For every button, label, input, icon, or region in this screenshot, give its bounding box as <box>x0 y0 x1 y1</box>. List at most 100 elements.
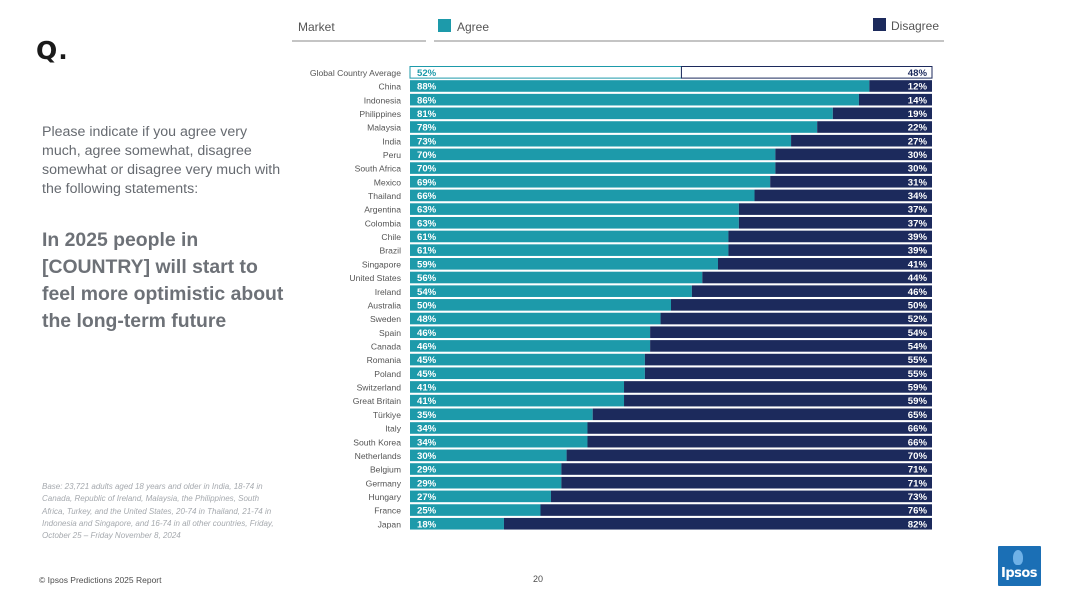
value-label-agree: 27% <box>417 492 437 503</box>
bar-agree <box>410 299 671 311</box>
bar-disagree <box>660 312 932 325</box>
bar-disagree <box>587 422 932 434</box>
category-label: Japan <box>378 519 402 529</box>
bar-disagree <box>770 175 932 188</box>
bar-disagree <box>561 476 932 489</box>
value-label-disagree: 48% <box>908 68 928 79</box>
category-label: Colombia <box>365 218 402 228</box>
ipsos-logo: Ipsos <box>998 546 1041 586</box>
value-label-agree: 45% <box>417 355 437 366</box>
category-label: Canada <box>371 342 401 352</box>
bar-disagree <box>858 93 932 106</box>
bar-disagree <box>650 326 932 339</box>
value-label-disagree: 37% <box>908 218 928 229</box>
value-label-disagree: 41% <box>908 259 928 270</box>
value-label-agree: 88% <box>417 82 437 93</box>
value-label-disagree: 39% <box>908 232 928 243</box>
bar-disagree <box>728 244 932 256</box>
value-label-agree: 45% <box>417 369 437 380</box>
value-label-disagree: 59% <box>908 383 928 394</box>
category-label: Belgium <box>370 465 401 475</box>
category-label: Malaysia <box>367 123 401 133</box>
value-label-agree: 29% <box>417 465 437 476</box>
value-label-disagree: 71% <box>908 465 928 476</box>
category-label: Poland <box>374 369 401 379</box>
category-label: Argentina <box>364 205 401 215</box>
category-label: Romania <box>367 355 402 365</box>
category-label: Great Britain <box>353 396 401 406</box>
bar-agree <box>410 381 625 393</box>
value-label-disagree: 76% <box>908 506 928 517</box>
category-label: Australia <box>368 300 402 310</box>
category-label: Mexico <box>374 177 401 187</box>
bar-disagree <box>691 285 932 297</box>
value-label-agree: 70% <box>417 164 437 175</box>
category-label: Chile <box>381 232 401 242</box>
category-label: Peru <box>383 150 401 160</box>
legend-disagree-swatch <box>873 18 886 31</box>
footer-copyright: © Ipsos Predictions 2025 Report <box>39 575 162 585</box>
bar-agree <box>410 285 692 297</box>
category-label: South Africa <box>355 164 402 174</box>
bar-agree <box>410 93 859 106</box>
category-label: Hungary <box>369 492 402 502</box>
bar-agree <box>410 107 833 120</box>
bar-agree <box>410 449 567 462</box>
bar-disagree <box>592 408 932 421</box>
value-label-agree: 56% <box>417 273 437 284</box>
value-label-disagree: 54% <box>908 328 928 339</box>
category-label: South Korea <box>353 437 401 447</box>
value-label-disagree: 30% <box>908 150 928 161</box>
bar-disagree <box>869 80 932 92</box>
value-label-agree: 35% <box>417 410 437 421</box>
value-label-agree: 81% <box>417 109 437 120</box>
bar-agree <box>410 312 661 325</box>
bar-agree <box>410 189 755 202</box>
bar-disagree <box>587 435 932 448</box>
base-note: Base: 23,721 adults aged 18 years and ol… <box>42 482 274 541</box>
bar-disagree <box>561 463 932 475</box>
bar-agree <box>410 394 625 407</box>
value-label-agree: 54% <box>417 287 437 298</box>
bar-agree <box>410 203 739 215</box>
bar-agree <box>410 216 739 229</box>
value-label-disagree: 39% <box>908 246 928 257</box>
bar-agree <box>410 504 541 516</box>
category-label: Italy <box>385 424 401 434</box>
bar-agree <box>410 422 588 434</box>
value-label-agree: 59% <box>417 259 437 270</box>
value-label-agree: 34% <box>417 437 437 448</box>
value-label-disagree: 54% <box>908 342 928 353</box>
category-label: Indonesia <box>364 95 401 105</box>
category-label: Sweden <box>370 314 401 324</box>
value-label-disagree: 59% <box>908 396 928 407</box>
value-label-agree: 29% <box>417 478 437 489</box>
value-label-disagree: 27% <box>908 136 928 147</box>
bar-disagree <box>754 189 932 202</box>
bar-agree <box>410 435 588 448</box>
value-label-disagree: 82% <box>908 519 928 530</box>
category-label: Türkiye <box>373 410 401 420</box>
value-label-disagree: 66% <box>908 437 928 448</box>
value-label-disagree: 44% <box>908 273 928 284</box>
value-label-agree: 30% <box>417 451 437 462</box>
bar-disagree <box>728 230 932 243</box>
value-label-disagree: 52% <box>908 314 928 325</box>
value-label-agree: 46% <box>417 342 437 353</box>
value-label-disagree: 55% <box>908 369 928 380</box>
bar-disagree <box>671 299 932 311</box>
value-label-disagree: 70% <box>908 451 928 462</box>
header-market: Market <box>298 20 335 34</box>
bar-agree <box>410 463 562 475</box>
category-label: Germany <box>366 478 402 488</box>
value-label-disagree: 46% <box>908 287 928 298</box>
value-label-disagree: 30% <box>908 164 928 175</box>
category-label: Singapore <box>362 259 401 269</box>
bar-disagree <box>503 517 932 530</box>
bar-disagree <box>775 148 932 161</box>
value-label-agree: 41% <box>417 383 437 394</box>
logo-text: Ipsos <box>1001 566 1038 581</box>
category-label: Philippines <box>359 109 401 119</box>
value-label-disagree: 34% <box>908 191 928 202</box>
